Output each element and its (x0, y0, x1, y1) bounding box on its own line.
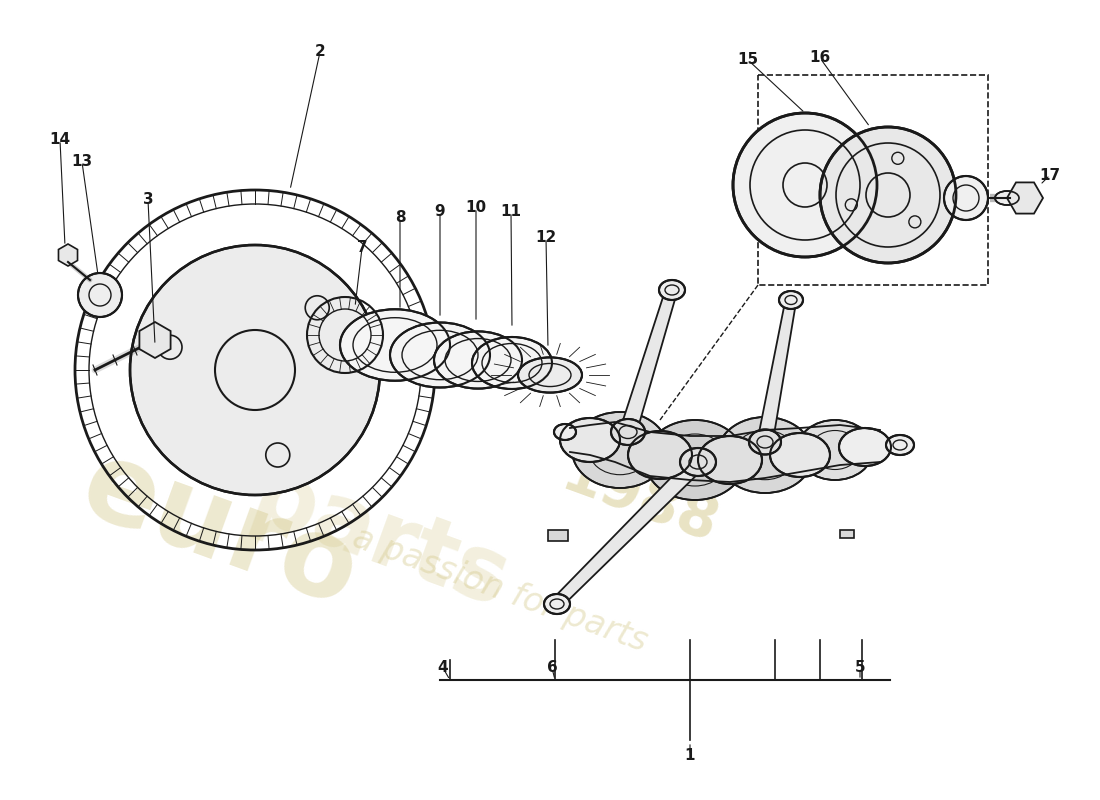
Ellipse shape (340, 310, 450, 381)
Text: parts: parts (240, 453, 520, 627)
Bar (758, 75, 988, 285)
Ellipse shape (749, 430, 781, 454)
Text: 4: 4 (438, 661, 449, 675)
Text: 12: 12 (536, 230, 557, 246)
Text: 3: 3 (143, 193, 153, 207)
Ellipse shape (839, 428, 891, 466)
Text: 5: 5 (855, 661, 866, 675)
Circle shape (733, 113, 877, 257)
Circle shape (130, 245, 380, 495)
Text: 14: 14 (50, 133, 70, 147)
Ellipse shape (544, 594, 570, 614)
Ellipse shape (645, 420, 745, 500)
Circle shape (78, 273, 122, 317)
Ellipse shape (779, 291, 803, 309)
Ellipse shape (659, 280, 685, 300)
Ellipse shape (628, 431, 692, 479)
Polygon shape (58, 244, 77, 266)
Text: 8: 8 (395, 210, 405, 226)
Text: 10: 10 (465, 201, 486, 215)
Ellipse shape (770, 433, 830, 477)
Polygon shape (620, 294, 675, 434)
Text: 15: 15 (737, 53, 759, 67)
Ellipse shape (610, 419, 645, 445)
Ellipse shape (886, 435, 914, 455)
Polygon shape (758, 304, 795, 443)
Text: 2: 2 (315, 45, 326, 59)
Polygon shape (1006, 182, 1043, 214)
Circle shape (944, 176, 988, 220)
Text: 1: 1 (684, 747, 695, 762)
Text: a passion for parts: a passion for parts (348, 522, 652, 658)
Ellipse shape (996, 191, 1019, 205)
Text: 1988: 1988 (554, 446, 726, 554)
Bar (840, 530, 854, 538)
Circle shape (820, 127, 956, 263)
Text: 17: 17 (1040, 167, 1060, 182)
Ellipse shape (698, 436, 762, 484)
Text: 13: 13 (72, 154, 92, 170)
Ellipse shape (572, 412, 668, 488)
Ellipse shape (472, 337, 552, 389)
Ellipse shape (434, 331, 522, 389)
Bar (548, 530, 568, 541)
Ellipse shape (390, 322, 490, 387)
Text: 11: 11 (500, 205, 521, 219)
Text: 7: 7 (356, 241, 367, 255)
Ellipse shape (554, 424, 576, 440)
Ellipse shape (560, 418, 620, 462)
Ellipse shape (717, 417, 813, 493)
Text: euro: euro (67, 431, 373, 629)
Polygon shape (140, 322, 170, 358)
Text: 9: 9 (434, 205, 446, 219)
Ellipse shape (798, 420, 873, 480)
Polygon shape (556, 456, 704, 604)
Text: 6: 6 (547, 661, 558, 675)
Text: 16: 16 (810, 50, 830, 66)
Ellipse shape (518, 358, 582, 393)
Ellipse shape (680, 448, 716, 476)
